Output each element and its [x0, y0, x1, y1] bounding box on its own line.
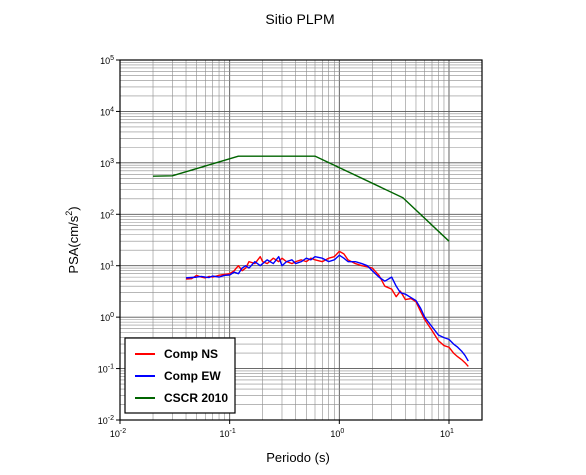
tick-labels: 10-2 10-1 100 101 10-2 10-1 100 101 102 103 104 105 — [98, 55, 454, 439]
y-tick-label: 101 — [100, 261, 114, 272]
grid — [119, 59, 483, 421]
x-tick-label: 10-1 — [220, 428, 236, 439]
y-axis-label: PSA(cm/s2) — [64, 206, 81, 273]
series-layer — [152, 155, 469, 367]
legend: Comp NS Comp EW CSCR 2010 — [124, 337, 236, 414]
y-tick-label: 102 — [100, 209, 114, 220]
x-tick-label: 100 — [330, 428, 344, 439]
y-tick-label: 10-1 — [98, 364, 114, 375]
chart-title: Sitio PLPM — [265, 11, 334, 27]
legend-label-ns: Comp NS — [164, 347, 218, 361]
series-line-comp-ew — [185, 254, 469, 362]
y-tick-label: 104 — [100, 106, 114, 117]
series-line-cscr-2010 — [152, 155, 450, 242]
y-tick-label: 100 — [100, 312, 114, 323]
legend-label-cscr: CSCR 2010 — [164, 391, 228, 405]
series-line-comp-ns — [185, 250, 469, 367]
legend-label-ew: Comp EW — [164, 369, 221, 383]
x-tick-label: 101 — [440, 428, 454, 439]
y-tick-label: 103 — [100, 158, 114, 169]
y-tick-label: 10-2 — [98, 415, 114, 426]
x-tick-label: 10-2 — [110, 428, 126, 439]
y-tick-label: 105 — [100, 55, 114, 66]
x-axis-label: Periodo (s) — [266, 450, 330, 465]
plot-frame — [119, 59, 483, 421]
